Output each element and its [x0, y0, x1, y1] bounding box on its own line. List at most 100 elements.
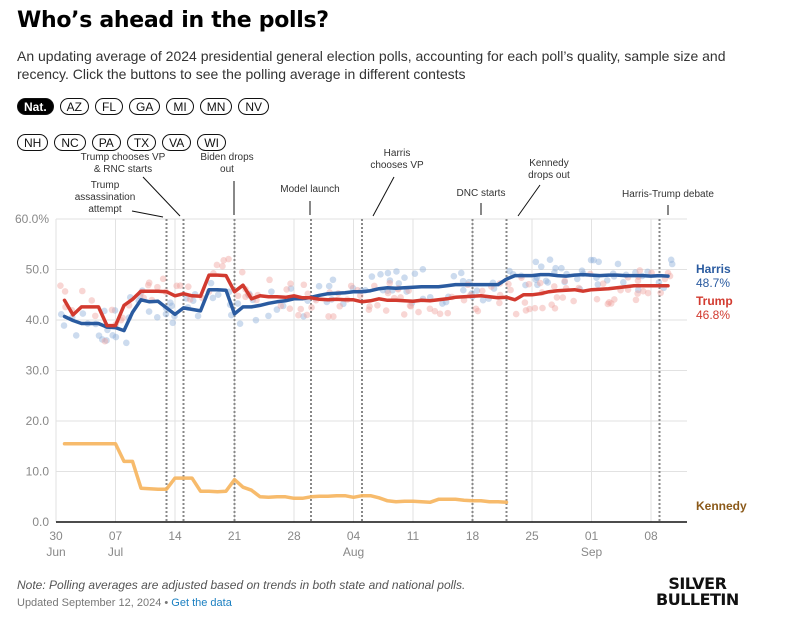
poll-dot-harris — [668, 260, 676, 268]
poll-dot-trump — [431, 307, 439, 315]
poll-dot-harris — [287, 285, 295, 292]
contest-button-va[interactable]: VA — [162, 134, 192, 151]
series-value-harris: 48.7% — [696, 276, 730, 290]
x-tick-month-label: Jun — [46, 545, 65, 559]
event-leader-line — [372, 176, 395, 217]
poll-dot-trump — [521, 299, 529, 306]
poll-dot-harris — [123, 339, 130, 347]
poll-dot-harris — [667, 256, 675, 264]
poll-dot-trump — [303, 311, 311, 319]
contest-button-az[interactable]: AZ — [59, 98, 90, 115]
logo-line-2: BULLETIN — [656, 590, 739, 609]
poll-dot-harris — [300, 313, 307, 320]
poll-dot-harris — [590, 256, 597, 264]
poll-dot-trump — [507, 286, 514, 294]
x-tick-label: 21 — [228, 529, 242, 543]
poll-dot-harris — [457, 269, 465, 277]
contest-button-mn[interactable]: MN — [199, 98, 233, 115]
event-label: Model launch — [280, 184, 339, 195]
contest-button-wi[interactable]: WI — [197, 134, 226, 151]
contest-button-nh[interactable]: NH — [17, 134, 49, 151]
poll-dot-harris — [634, 286, 642, 294]
poll-dot-harris — [279, 302, 287, 310]
poll-dot-trump — [526, 305, 533, 313]
poll-dot-trump — [505, 280, 512, 288]
contest-button-ga[interactable]: GA — [129, 98, 161, 115]
contest-button-tx[interactable]: TX — [126, 134, 157, 151]
poll-dot-trump — [242, 293, 249, 301]
event-leader-line — [142, 176, 181, 217]
poll-dot-trump — [657, 289, 665, 297]
poll-dot-trump — [101, 337, 109, 345]
poll-dot-trump — [472, 305, 480, 313]
poll-dot-trump — [238, 268, 246, 276]
poll-dot-trump — [400, 311, 408, 318]
grid-lines — [55, 218, 687, 522]
poll-dot-trump — [287, 280, 294, 288]
event-label: assassination — [75, 192, 136, 203]
poll-dot-trump — [325, 313, 332, 320]
poll-dot-trump — [553, 294, 561, 301]
contest-button-national[interactable]: Nat. — [17, 98, 54, 115]
event-label: Trump — [91, 180, 120, 191]
poll-dot-harris — [603, 276, 611, 284]
contest-button-pa[interactable]: PA — [91, 134, 121, 151]
poll-dot-harris — [103, 337, 110, 344]
poll-dot-harris — [98, 336, 106, 343]
event-label: & RNC starts — [94, 164, 152, 175]
poll-dot-harris — [79, 310, 87, 317]
contest-button-nc[interactable]: NC — [54, 134, 86, 151]
poll-dot-harris — [268, 288, 275, 295]
poll-dot-trump — [176, 282, 184, 289]
contest-buttons-row-2: NH NC PA TX VA WI — [17, 134, 226, 151]
series-value-trump: 46.8% — [696, 308, 730, 322]
event-label: Harris-Trump debate — [622, 189, 714, 200]
event-label: Trump chooses VP — [81, 152, 166, 163]
poll-dot-trump — [496, 299, 503, 307]
poll-dot-harris — [169, 319, 177, 327]
poll-dot-harris — [561, 278, 568, 286]
x-tick-label: 14 — [168, 529, 182, 543]
poll-dot-trump — [599, 280, 607, 287]
poll-dot-harris — [153, 314, 161, 321]
contest-button-mi[interactable]: MI — [166, 98, 194, 115]
updated-line: Updated September 12, 2024 • Get the dat… — [17, 597, 232, 609]
poll-dot-trump — [336, 302, 344, 310]
poll-dot-harris — [368, 273, 376, 280]
poll-dot-harris — [522, 281, 529, 289]
poll-dot-trump — [297, 305, 305, 313]
poll-dot-trump — [634, 290, 641, 297]
poll-dot-trump — [330, 313, 337, 320]
x-tick-label: 07 — [109, 529, 123, 543]
poll-dot-harris — [95, 332, 103, 339]
poll-dot-trump — [220, 257, 227, 264]
x-tick-label: 11 — [407, 529, 420, 543]
poll-dot-trump — [426, 305, 434, 313]
poll-dot-trump — [277, 302, 285, 310]
poll-dot-harris — [534, 281, 541, 289]
poll-dot-harris — [552, 264, 559, 272]
poll-dot-harris — [167, 299, 174, 306]
poll-dot-harris — [209, 294, 217, 302]
poll-dot-harris — [189, 297, 197, 304]
x-tick-label: 25 — [525, 529, 539, 543]
poll-dot-harris — [403, 288, 410, 295]
poll-dot-harris — [546, 256, 554, 263]
poll-dot-trump — [295, 311, 302, 319]
contest-button-nv[interactable]: NV — [238, 98, 270, 115]
poll-dot-harris — [162, 310, 170, 318]
contest-button-fl[interactable]: FL — [95, 98, 124, 115]
poll-dot-trump — [61, 288, 69, 295]
poll-dot-trump — [266, 276, 273, 284]
poll-dot-trump — [525, 280, 533, 288]
poll-dot-harris — [395, 280, 403, 287]
poll-dot-trump — [604, 300, 612, 308]
get-data-link[interactable]: Get the data — [171, 597, 232, 609]
poll-dot-harris — [479, 296, 487, 304]
logo-line-1: SILVER — [668, 574, 727, 593]
poll-dot-trump — [308, 304, 315, 311]
poll-dot-trump — [406, 302, 414, 309]
poll-dot-harris — [315, 282, 323, 290]
